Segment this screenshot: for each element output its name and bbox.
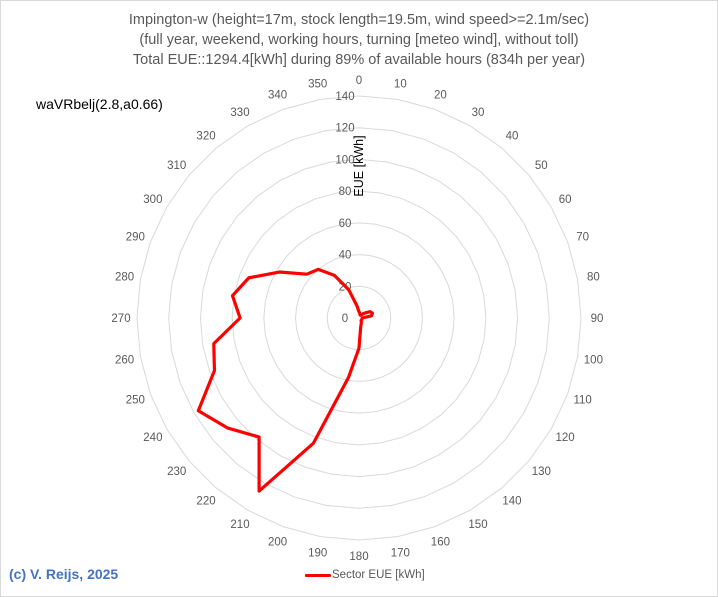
grid-ring — [231, 190, 487, 446]
angle-label: 30 — [472, 107, 485, 119]
grid-rings — [136, 95, 582, 541]
angle-label: 150 — [468, 519, 487, 531]
angle-label: 210 — [230, 519, 249, 531]
angle-label: 120 — [556, 432, 575, 444]
angle-label: 350 — [308, 79, 327, 91]
radial-tick-label: 0 — [342, 313, 348, 325]
radial-tick-label: 40 — [339, 250, 352, 262]
angle-label: 0 — [356, 75, 362, 87]
legend-label: Sector EUE [kWh] — [332, 569, 425, 581]
angle-label: 320 — [196, 131, 215, 143]
radial-tick-label: 80 — [339, 186, 352, 198]
angle-label: 130 — [532, 466, 551, 478]
legend-line-icon — [305, 573, 331, 577]
radial-axis-title: EUE [kWh] — [352, 135, 366, 196]
angle-label: 290 — [126, 232, 145, 244]
title-line-1: Impington-w (height=17m, stock length=19… — [128, 12, 590, 28]
radial-tick-label: 100 — [335, 154, 354, 166]
angle-label: 300 — [143, 194, 162, 206]
angle-labels: 0 10 20 30 40 50 60 70 80 90 100 110 120 130 140 150 160… — [111, 75, 603, 563]
chart-title: Impington-w (height=17m, stock length=19… — [0, 10, 718, 70]
angle-label: 280 — [115, 272, 134, 284]
angle-label: 230 — [167, 466, 186, 478]
radial-tick-label: 120 — [335, 123, 354, 135]
angle-label: 90 — [591, 313, 604, 325]
angle-label: 190 — [308, 547, 327, 559]
radial-tick-label: 60 — [339, 218, 352, 230]
angle-label: 180 — [349, 551, 368, 563]
angle-label: 220 — [196, 495, 215, 507]
radial-tick-label: 140 — [335, 91, 354, 103]
angle-label: 160 — [431, 537, 450, 549]
angle-label: 200 — [268, 537, 287, 549]
angle-label: 140 — [502, 495, 521, 507]
angle-label: 20 — [434, 89, 447, 101]
angle-label: 170 — [391, 547, 410, 559]
angle-label: 80 — [587, 272, 600, 284]
title-line-3: Total EUE::1294.4[kWh] during 89% of ava… — [132, 52, 586, 68]
grid-ring — [168, 127, 550, 509]
angle-label: 310 — [167, 160, 186, 172]
angle-label: 330 — [230, 107, 249, 119]
angle-label: 110 — [573, 394, 591, 406]
model-label: waVRbelj(2.8,a0.66) — [36, 96, 163, 112]
angle-label: 40 — [506, 131, 519, 143]
angle-label: 50 — [535, 160, 548, 172]
angle-label: 340 — [268, 89, 287, 101]
angle-label: 240 — [143, 432, 162, 444]
legend[interactable]: Sector EUE [kWh] — [305, 569, 425, 581]
title-line-2: (full year, weekend, working hours, turn… — [139, 32, 579, 48]
grid-ring — [263, 222, 455, 414]
angle-label: 100 — [584, 354, 603, 366]
angle-label: 260 — [115, 354, 134, 366]
grid-ring — [199, 158, 519, 478]
copyright: (c) V. Reijs, 2025 — [9, 566, 119, 582]
series-sector-eue — [196, 267, 375, 493]
angle-label: 270 — [111, 313, 130, 325]
grid-ring — [136, 95, 582, 541]
grid-ring — [295, 254, 423, 382]
angle-label: 250 — [126, 394, 145, 406]
angle-label: 70 — [576, 232, 589, 244]
angle-label: 10 — [394, 79, 407, 91]
angle-label: 60 — [559, 194, 572, 206]
